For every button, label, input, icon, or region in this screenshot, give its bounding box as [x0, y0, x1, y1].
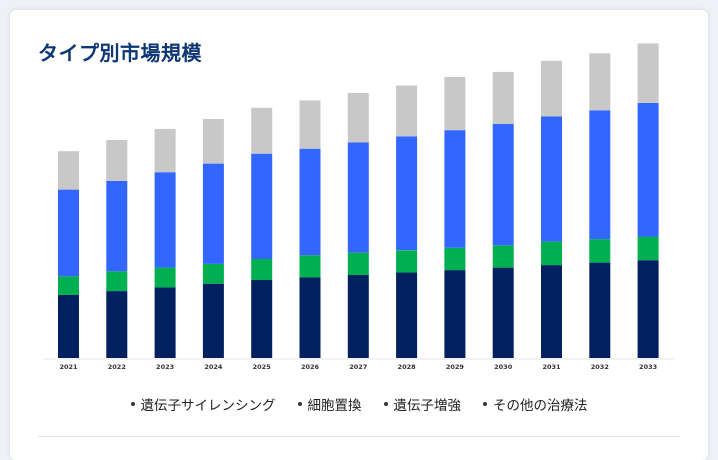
legend-bullet-icon — [297, 402, 302, 406]
x-tick-label: 2030 — [494, 363, 513, 371]
x-tick-label: 2021 — [59, 363, 78, 371]
x-tick-label: 2022 — [108, 363, 126, 371]
bar-segment-2024-series-1 — [202, 283, 224, 358]
bar-segment-2031-series-4 — [541, 60, 562, 117]
legend-label: 遺伝子サイレンシング — [140, 398, 276, 414]
bar-segment-2023-series-1 — [154, 287, 176, 358]
bar-segment-2030-series-3 — [492, 123, 514, 246]
bar-segment-2029-series-1 — [444, 270, 466, 358]
bar-segment-2028-series-4 — [396, 85, 418, 137]
bar-segment-2033-series-4 — [637, 43, 659, 103]
bar-segment-2022-series-3 — [106, 180, 128, 272]
x-tick-label: 2024 — [204, 363, 223, 371]
bar-segment-2033-series-1 — [637, 260, 659, 358]
legend-bullet-icon — [483, 402, 487, 406]
bar-segment-2026-series-2 — [299, 255, 321, 278]
bar-segment-2021-series-3 — [58, 189, 79, 277]
legend-bullet-icon — [383, 402, 388, 406]
bar-segment-2027-series-1 — [347, 275, 369, 358]
stacked-bar-chart: 2021 2022 2023 2024 2025 2026 2027 2028 2029 2030… — [44, 43, 674, 371]
bar-segment-2023-series-4 — [154, 128, 176, 173]
divider — [38, 436, 680, 437]
x-tick-label: 2026 — [301, 363, 320, 371]
bar-segment-2027-series-4 — [347, 93, 369, 143]
bar-segment-2029-series-4 — [444, 76, 466, 131]
legend-item-other-therapies[interactable]: その他の治療法 — [483, 394, 588, 414]
bar-segment-2025-series-3 — [251, 153, 273, 259]
bar-segment-2029-series-2 — [444, 247, 466, 271]
x-tick-label: 2028 — [398, 363, 417, 371]
legend-label: 細胞置換 — [307, 398, 362, 414]
bar-segment-2023-series-2 — [154, 267, 176, 288]
bar-segment-2031-series-1 — [541, 265, 562, 358]
bar-segment-2033-series-2 — [637, 236, 659, 261]
bar-segment-2022-series-4 — [106, 140, 128, 181]
x-tick-label: 2023 — [156, 363, 174, 371]
bar-segment-2031-series-3 — [541, 116, 562, 242]
bar-segment-2028-series-2 — [396, 250, 418, 273]
bar-segment-2021-series-2 — [58, 276, 79, 295]
bar-segment-2025-series-1 — [251, 280, 273, 358]
bar-segment-2025-series-4 — [251, 107, 273, 154]
legend-bullet-icon — [130, 402, 135, 406]
x-tick-label: 2031 — [542, 363, 561, 371]
bar-segment-2024-series-4 — [202, 119, 224, 164]
bar-segment-2032-series-1 — [589, 262, 611, 358]
bar-segment-2027-series-2 — [347, 252, 369, 275]
legend: 遺伝子サイレンシング 細胞置換 遺伝子増強 その他の治療法 — [10, 394, 708, 414]
bars-group — [58, 43, 659, 358]
x-tick-labels: 2021 2022 2023 2024 2025 2026 2027 2028 2029 2030… — [59, 363, 657, 371]
bar-segment-2028-series-3 — [396, 136, 418, 251]
legend-item-gene-augmentation[interactable]: 遺伝子増強 — [383, 394, 462, 414]
legend-label: 遺伝子増強 — [393, 398, 462, 414]
bar-segment-2030-series-2 — [492, 245, 514, 268]
bar-segment-2032-series-3 — [589, 110, 611, 240]
bar-segment-2021-series-4 — [58, 151, 79, 190]
x-tick-label: 2029 — [446, 363, 465, 371]
bar-segment-2022-series-1 — [106, 291, 128, 358]
chart-card: タイプ別市場規模 2021 2022 2023 2024 2025 2026 2027 202… — [10, 10, 708, 460]
x-tick-label: 2032 — [591, 363, 609, 371]
bar-segment-2025-series-2 — [251, 258, 273, 280]
bar-segment-2029-series-3 — [444, 130, 466, 248]
bar-segment-2024-series-2 — [202, 263, 224, 284]
chart-title: タイプ別市場規模 — [38, 41, 202, 65]
bar-segment-2030-series-4 — [492, 71, 514, 124]
bar-segment-2026-series-4 — [299, 100, 321, 149]
bar-segment-2026-series-1 — [299, 277, 321, 358]
bar-segment-2026-series-3 — [299, 148, 321, 256]
bar-segment-2021-series-1 — [58, 294, 79, 358]
bar-segment-2032-series-4 — [589, 53, 611, 111]
x-tick-label: 2033 — [639, 363, 657, 371]
legend-item-cell-replacement[interactable]: 細胞置換 — [297, 394, 362, 414]
bar-segment-2022-series-2 — [106, 271, 128, 292]
bar-segment-2033-series-3 — [637, 102, 659, 237]
bar-segment-2027-series-3 — [347, 142, 369, 253]
bar-segment-2028-series-1 — [396, 272, 418, 358]
legend-label: その他の治療法 — [493, 398, 588, 414]
bar-segment-2024-series-3 — [202, 163, 224, 264]
legend-item-gene-silencing[interactable]: 遺伝子サイレンシング — [130, 394, 276, 414]
bar-segment-2023-series-3 — [154, 172, 176, 268]
bar-segment-2030-series-1 — [492, 267, 514, 358]
x-tick-label: 2027 — [349, 363, 367, 371]
bar-segment-2032-series-2 — [589, 239, 611, 263]
x-tick-label: 2025 — [253, 363, 272, 371]
bar-segment-2031-series-2 — [541, 241, 562, 266]
